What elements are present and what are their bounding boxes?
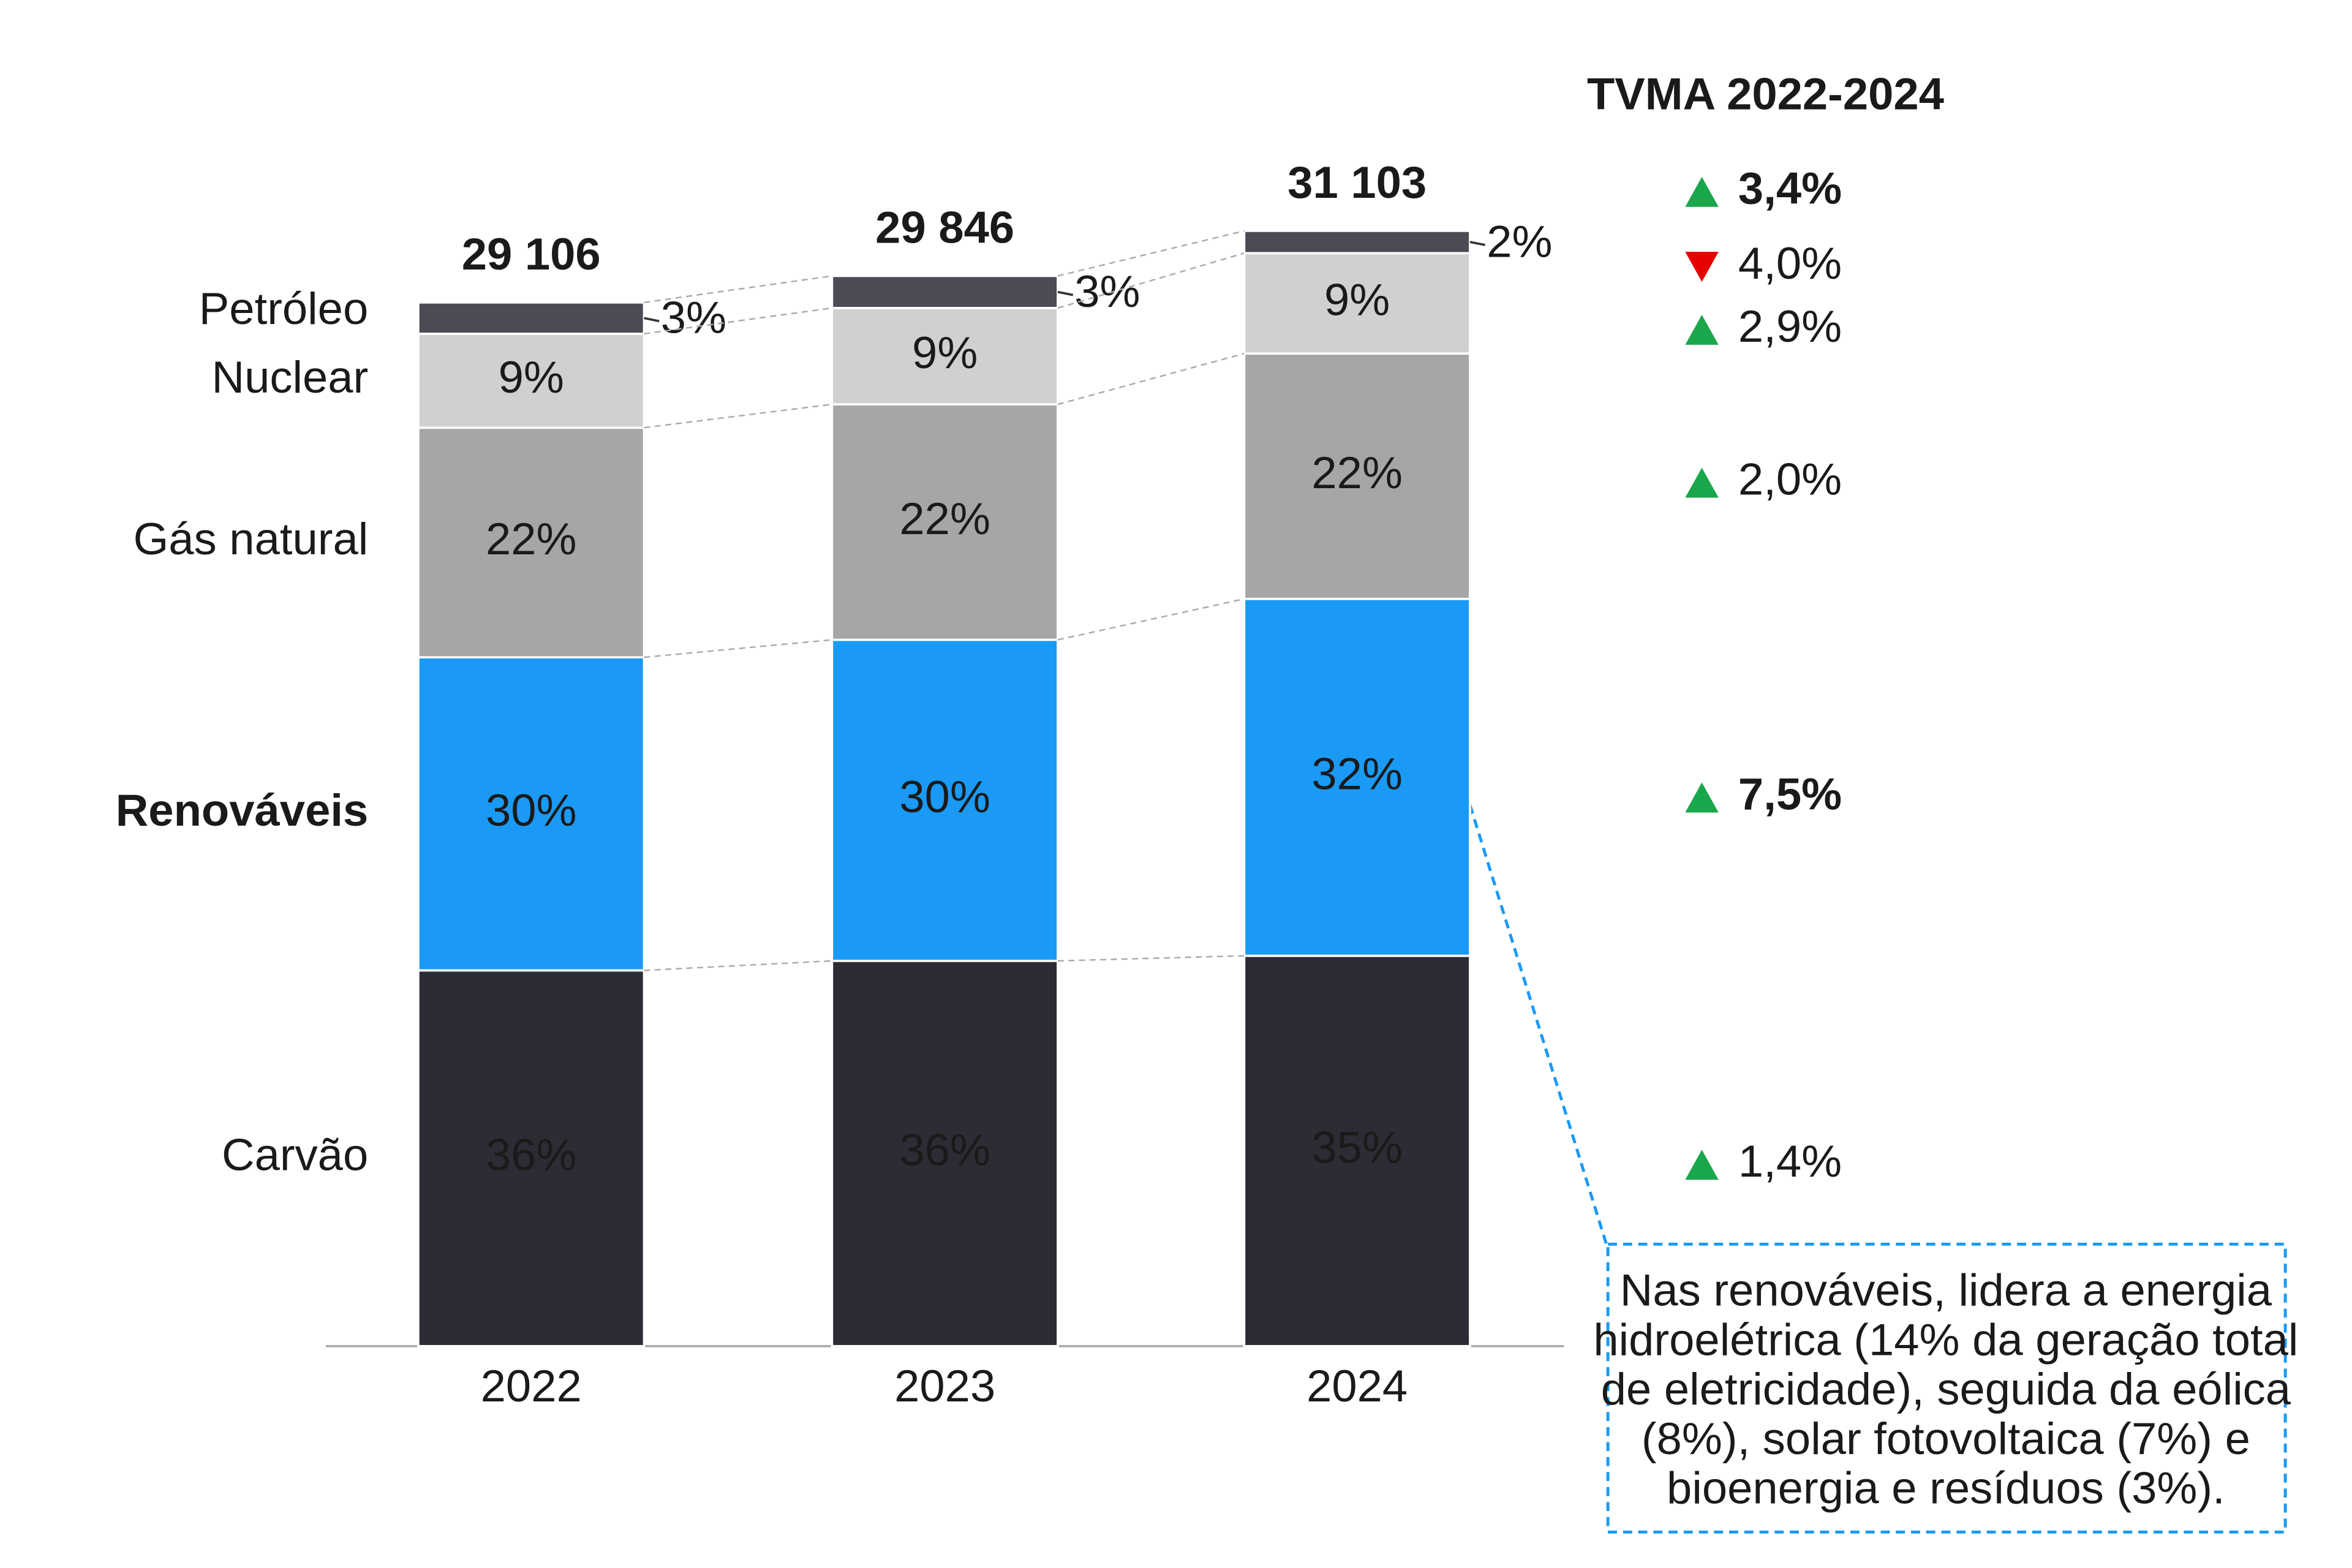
- cagr-label: 4,0%: [1738, 238, 1842, 288]
- value-label: 30%: [486, 785, 577, 836]
- bar-segment: [417, 656, 646, 972]
- connector: [644, 639, 832, 658]
- cagr-label: 3,4%: [1738, 163, 1842, 214]
- bar-segment: [417, 969, 646, 1348]
- value-label: 32%: [1311, 748, 1403, 799]
- connector: [1057, 353, 1245, 405]
- bar-segment: [1243, 252, 1471, 355]
- bar-segment: [831, 638, 1059, 962]
- series-label: Nuclear: [212, 352, 369, 402]
- connector: [1057, 598, 1245, 641]
- cagr-title: TVMA 2022-2024: [1587, 69, 1944, 119]
- trend-arrow: [1685, 252, 1719, 282]
- value-label: 9%: [912, 327, 978, 378]
- bar-segment: [831, 959, 1059, 1348]
- value-label: 9%: [499, 352, 564, 402]
- x-tick-label: 2022: [481, 1361, 582, 1412]
- annotation-box: [1606, 1242, 2287, 1534]
- x-tick-label: 2023: [894, 1361, 995, 1412]
- cagr-label: 7,5%: [1738, 769, 1842, 820]
- bar-segment: [417, 301, 646, 335]
- leader-line: [1057, 290, 1074, 296]
- bar-segment: [1243, 352, 1471, 600]
- series-label: Petróleo: [199, 283, 368, 334]
- series-label: Renováveis: [116, 785, 369, 836]
- leader-line: [644, 317, 660, 323]
- trend-arrow: [1685, 782, 1719, 813]
- cagr-label: 2,9%: [1738, 301, 1842, 352]
- value-label: 9%: [1324, 274, 1390, 325]
- connector: [1057, 955, 1245, 962]
- bar-segment: [1243, 597, 1471, 957]
- cagr-label: 1,4%: [1738, 1136, 1842, 1186]
- total-label: 29 846: [875, 202, 1014, 253]
- series-label: Carvão: [222, 1129, 368, 1180]
- leader-line: [1469, 241, 1486, 246]
- value-label: 3%: [661, 292, 726, 343]
- value-label: 22%: [486, 513, 577, 564]
- connector: [644, 960, 832, 971]
- bar-segment: [1243, 230, 1471, 255]
- trend-arrow: [1685, 314, 1719, 345]
- annotation-text: bioenergia e resíduos (3%).: [1667, 1463, 2225, 1513]
- annotation-text: (8%), solar fotovoltaica (7%) e: [1642, 1413, 2250, 1464]
- annotation-text: hidroelétrica (14% da geração total: [1593, 1314, 2298, 1365]
- trend-arrow: [1685, 176, 1719, 207]
- total-label: 31 103: [1287, 157, 1427, 208]
- x-tick-label: 2024: [1306, 1361, 1408, 1412]
- bar-segment: [831, 274, 1059, 309]
- series-label: Gás natural: [134, 513, 369, 564]
- connector: [1057, 252, 1245, 309]
- bar-segment: [417, 333, 646, 429]
- value-label: 36%: [899, 1125, 990, 1175]
- annotation-text: de eletricidade), seguida da eólica: [1601, 1363, 2291, 1414]
- value-label: 2%: [1487, 216, 1552, 267]
- value-label: 35%: [1311, 1122, 1403, 1173]
- bar-segment: [1243, 954, 1471, 1348]
- trend-arrow: [1685, 1150, 1719, 1180]
- value-label: 22%: [899, 493, 990, 544]
- annotation-text: Nas renováveis, lidera a energia: [1620, 1265, 2272, 1316]
- total-label: 29 106: [462, 228, 601, 279]
- value-label: 3%: [1074, 266, 1140, 317]
- value-label: 36%: [486, 1129, 577, 1180]
- connector: [1057, 230, 1245, 277]
- value-label: 30%: [899, 771, 990, 822]
- cagr-label: 2,0%: [1738, 454, 1842, 505]
- trend-arrow: [1685, 467, 1719, 498]
- bar-segment: [831, 403, 1059, 641]
- connector: [644, 403, 832, 429]
- annotation-connector: [1468, 804, 1608, 1245]
- bar-segment: [417, 426, 646, 658]
- value-label: 22%: [1311, 447, 1403, 498]
